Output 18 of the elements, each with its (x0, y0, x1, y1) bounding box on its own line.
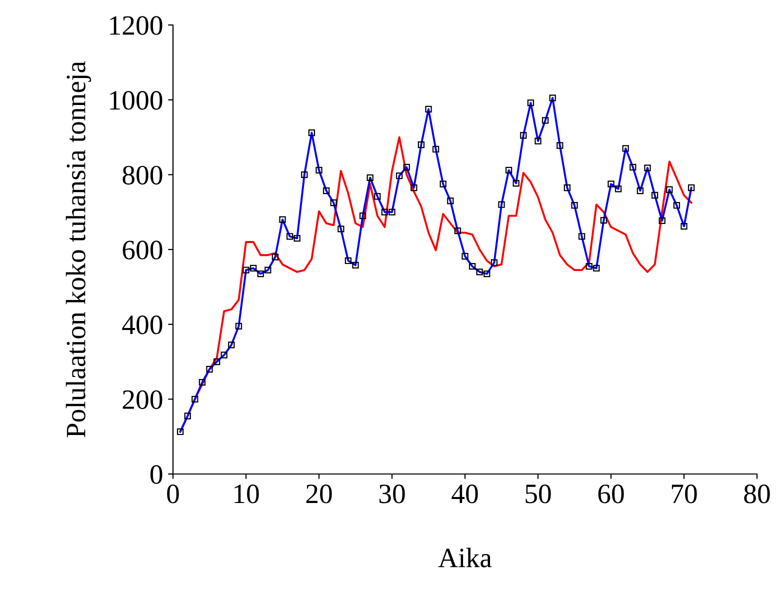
x-tick-label: 10 (234, 484, 259, 504)
x-tick-label: 40 (452, 484, 478, 504)
y-tick-label: 1200 (110, 16, 162, 35)
x-tick-label: 50 (526, 484, 551, 504)
y-tick-label: 1000 (110, 91, 162, 110)
x-tick-label: 20 (306, 484, 332, 504)
y-tick-label: 800 (122, 166, 162, 185)
y-axis-title: Polulaation koko tuhansia tonneja (66, 61, 92, 438)
x-tick-label: 30 (379, 484, 405, 504)
x-tick-label: 60 (598, 484, 624, 504)
y-tick-label: 400 (122, 316, 162, 334)
x-axis-title: Aika (438, 548, 492, 568)
y-tick-label: 0 (150, 465, 162, 484)
x-tick-label: 70 (672, 484, 697, 504)
x-tick-label: 80 (744, 484, 770, 504)
x-tick-label: 0 (167, 484, 179, 504)
y-tick-label: 200 (122, 390, 162, 410)
y-tick-label: 600 (122, 240, 162, 260)
